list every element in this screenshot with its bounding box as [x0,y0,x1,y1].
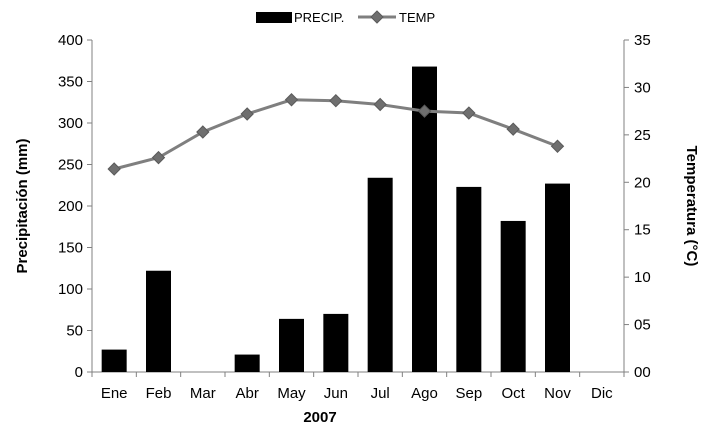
x-tick-label: Abr [235,385,258,402]
left-tick-label: 150 [58,240,83,257]
right-tick-label: 30 [634,79,651,96]
precip-bar [146,270,171,372]
x-tick-label: Nov [544,385,571,402]
x-tick-label: Ago [411,385,438,402]
left-tick-label: 400 [58,32,83,49]
temp-point [151,150,166,165]
right-tick-label: 20 [634,174,651,191]
temp-point [196,125,210,139]
precip-bar [456,186,482,372]
x-tick-label: Feb [146,385,172,402]
right-tick-label: 35 [634,32,651,49]
legend-temp-label: TEMP [399,10,435,25]
axes: 0 50 100 150 200 250 300 350 400 00 05 10 15 20 25 30 35… [58,32,651,402]
x-tick-label: Mar [190,385,216,402]
legend-precip-label: PRECIP. [294,10,344,25]
right-tick-label: 10 [634,269,651,286]
right-tick-label: 05 [634,317,651,334]
temp-point [284,93,299,107]
temp-point [462,106,476,120]
right-tick-label: 00 [634,364,651,381]
left-tick-label: 100 [58,281,83,298]
left-tick-label: 250 [58,157,83,174]
temp-point [329,94,343,108]
precip-bar [323,313,349,372]
x-tick-label: Sep [455,385,482,402]
right-tick-label: 25 [634,127,651,144]
right-axis-title: Temperatura (°C) [683,146,700,267]
temp-point [107,162,121,176]
legend-precip-swatch [256,12,292,23]
x-tick-label: May [277,385,306,402]
temp-line-group [107,93,565,176]
x-tick-label: Ene [101,385,128,402]
x-axis-title: 2007 [303,409,336,426]
precip-bars [101,66,570,372]
legend-temp-marker [370,10,384,24]
left-tick-label: 300 [58,115,83,132]
left-axis-title: Precipitación (mm) [14,138,31,273]
precip-bar [500,220,526,372]
precip-bar [545,183,570,372]
x-tick-label: Dic [591,385,613,402]
temp-point [373,97,387,112]
temp-point [506,122,520,136]
temp-point [417,104,432,118]
left-tick-label: 350 [58,74,83,91]
x-tick-label: Jun [324,385,348,402]
precip-bar [367,177,393,372]
precip-bar [234,354,260,372]
right-tick-label: 15 [634,222,651,239]
left-tick-label: 0 [75,364,83,381]
x-tick-label: Jul [371,385,390,402]
precip-bar [101,349,127,372]
temp-point [240,107,254,121]
precip-bar [279,318,304,372]
temp-point [550,139,565,153]
x-tick-label: Oct [501,385,525,402]
left-tick-label: 200 [58,198,83,215]
left-tick-label: 50 [66,323,83,340]
legend: PRECIP. TEMP [256,10,435,25]
temp-line [113,98,559,171]
